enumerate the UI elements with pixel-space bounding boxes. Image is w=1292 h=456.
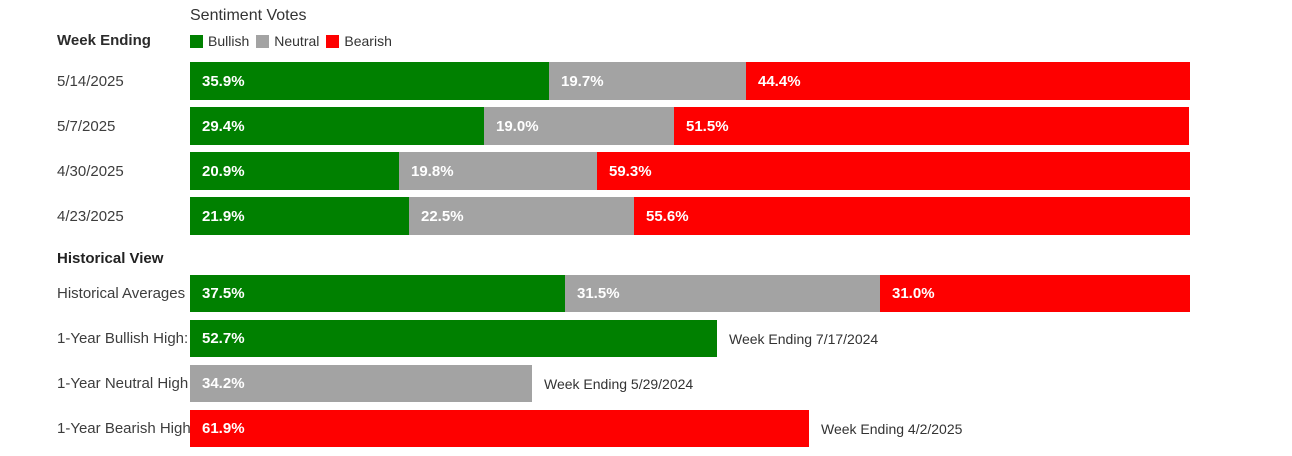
bearish-segment: 31.0% <box>880 275 1190 312</box>
weekly-row: 4/30/2025 20.9% 19.8% 59.3% <box>0 152 1292 190</box>
neutral-value-label: 19.0% <box>496 117 539 135</box>
bearish-high-label: 1-Year Bearish High <box>57 420 191 437</box>
historical-averages-row: Historical Averages 37.5% 31.5% 31.0% <box>0 275 1292 312</box>
bearish-value-label: 51.5% <box>686 117 729 135</box>
neutral-high-label: 1-Year Neutral High <box>57 375 189 392</box>
historical-averages-label: Historical Averages <box>57 285 186 302</box>
legend-item-neutral: Neutral <box>256 33 319 49</box>
bearish-high-value-label: 61.9% <box>202 420 245 437</box>
neutral-segment: 19.0% <box>484 107 674 145</box>
bearish-value-label: 44.4% <box>758 72 801 90</box>
weekly-row: 4/23/2025 21.9% 22.5% 55.6% <box>0 197 1292 235</box>
neutral-high-value-label: 34.2% <box>202 375 245 392</box>
week-date-label: 5/14/2025 <box>57 72 124 90</box>
bullish-segment: 29.4% <box>190 107 484 145</box>
bullish-segment: 37.5% <box>190 275 565 312</box>
bullish-segment: 20.9% <box>190 152 399 190</box>
neutral-value-label: 19.8% <box>411 162 454 180</box>
chart-header: Week Ending Sentiment Votes Bullish Neut… <box>0 0 1292 62</box>
bullish-high-value-label: 52.7% <box>202 330 245 347</box>
bullish-value-label: 20.9% <box>202 162 245 180</box>
stacked-bar: 37.5% 31.5% 31.0% <box>190 275 1190 312</box>
week-date-label: 4/30/2025 <box>57 162 124 180</box>
neutral-segment: 19.8% <box>399 152 597 190</box>
bearish-segment: 59.3% <box>597 152 1190 190</box>
bullish-value-label: 21.9% <box>202 207 245 225</box>
stacked-bar: 21.9% 22.5% 55.6% <box>190 197 1190 235</box>
neutral-high-annotation: Week Ending 5/29/2024 <box>544 375 694 392</box>
neutral-segment: 22.5% <box>409 197 634 235</box>
stacked-bar: 35.9% 19.7% 44.4% <box>190 62 1190 100</box>
bearish-value-label: 31.0% <box>892 285 935 302</box>
bullish-value-label: 29.4% <box>202 117 245 135</box>
neutral-segment: 19.7% <box>549 62 746 100</box>
neutral-high-bar: 34.2% <box>190 365 532 402</box>
bearish-segment: 44.4% <box>746 62 1190 100</box>
historical-view-heading: Historical View <box>57 250 164 267</box>
bearish-high-bar: 61.9% <box>190 410 809 447</box>
neutral-swatch-icon <box>256 34 270 48</box>
legend-label-neutral: Neutral <box>274 33 320 49</box>
bullish-segment: 35.9% <box>190 62 549 100</box>
bullish-high-label: 1-Year Bullish High: <box>57 330 189 347</box>
week-date-label: 5/7/2025 <box>57 117 116 135</box>
stacked-bar: 29.4% 19.0% 51.5% <box>190 107 1190 145</box>
bullish-high-annotation: Week Ending 7/17/2024 <box>729 330 879 347</box>
bearish-segment: 55.6% <box>634 197 1190 235</box>
week-date-label: 4/23/2025 <box>57 207 124 225</box>
bearish-value-label: 59.3% <box>609 162 652 180</box>
neutral-segment: 31.5% <box>565 275 880 312</box>
bullish-segment: 21.9% <box>190 197 409 235</box>
legend-label-bearish: Bearish <box>344 33 392 49</box>
bearish-high-annotation: Week Ending 4/2/2025 <box>821 420 963 437</box>
legend-label-bullish: Bullish <box>208 33 250 49</box>
stacked-bar: 20.9% 19.8% 59.3% <box>190 152 1190 190</box>
neutral-high-row: 1-Year Neutral High 34.2% Week Ending 5/… <box>0 365 1292 402</box>
bearish-swatch-icon <box>326 34 340 48</box>
bearish-value-label: 55.6% <box>646 207 689 225</box>
bullish-swatch-icon <box>190 34 203 48</box>
bearish-segment: 51.5% <box>674 107 1189 145</box>
chart-title: Sentiment Votes <box>190 7 307 24</box>
bearish-high-row: 1-Year Bearish High 61.9% Week Ending 4/… <box>0 410 1292 447</box>
weekly-row: 5/14/2025 35.9% 19.7% 44.4% <box>0 62 1292 100</box>
bullish-high-row: 1-Year Bullish High: 52.7% Week Ending 7… <box>0 320 1292 357</box>
legend: Bullish Neutral Bearish <box>190 33 399 49</box>
bullish-value-label: 37.5% <box>202 285 245 302</box>
week-ending-column-header: Week Ending <box>57 32 151 49</box>
bullish-value-label: 35.9% <box>202 72 245 90</box>
legend-item-bullish: Bullish <box>190 33 249 49</box>
bullish-high-bar: 52.7% <box>190 320 717 357</box>
neutral-value-label: 19.7% <box>561 72 604 90</box>
neutral-value-label: 31.5% <box>577 285 620 302</box>
weekly-row: 5/7/2025 29.4% 19.0% 51.5% <box>0 107 1292 145</box>
neutral-value-label: 22.5% <box>421 207 464 225</box>
legend-item-bearish: Bearish <box>326 33 392 49</box>
